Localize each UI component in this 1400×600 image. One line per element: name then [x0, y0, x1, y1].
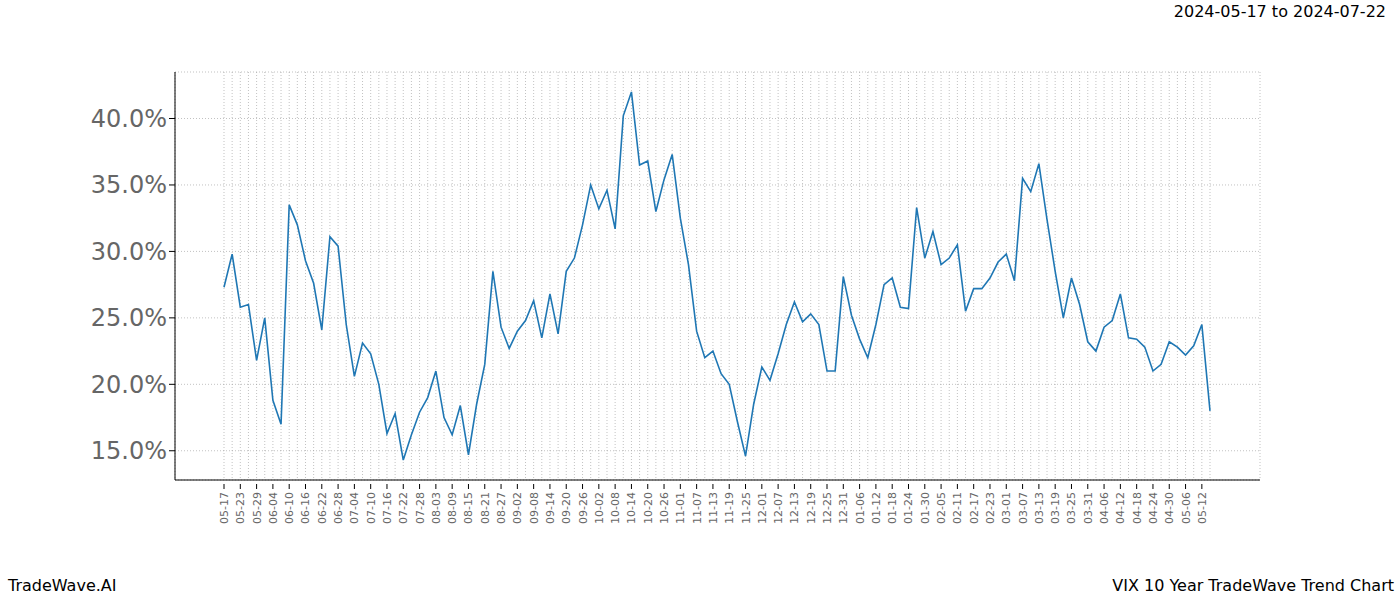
svg-text:02-23: 02-23	[984, 492, 997, 524]
svg-text:03-25: 03-25	[1065, 492, 1078, 524]
svg-text:11-01: 11-01	[674, 492, 687, 524]
svg-text:02-11: 02-11	[951, 492, 964, 524]
svg-text:04-12: 04-12	[1114, 492, 1127, 524]
svg-text:30.0%: 30.0%	[91, 238, 167, 266]
svg-text:10-02: 10-02	[593, 492, 606, 524]
svg-text:12-07: 12-07	[772, 492, 785, 524]
svg-text:04-18: 04-18	[1131, 492, 1144, 524]
svg-text:06-04: 06-04	[267, 492, 280, 524]
svg-text:12-13: 12-13	[788, 492, 801, 524]
svg-text:05-17: 05-17	[218, 492, 231, 524]
svg-text:40.0%: 40.0%	[91, 105, 167, 133]
svg-text:07-16: 07-16	[381, 492, 394, 524]
svg-text:07-28: 07-28	[414, 492, 427, 524]
svg-text:20.0%: 20.0%	[91, 371, 167, 399]
html-text:VIX 10 Year TradeWave Trend Ch: VIX 10 Year TradeWave Trend Chart	[1112, 576, 1394, 595]
svg-text:08-21: 08-21	[479, 492, 492, 524]
svg-text:10-26: 10-26	[658, 492, 671, 524]
svg-text:02-17: 02-17	[968, 492, 981, 524]
svg-text:03-01: 03-01	[1000, 492, 1013, 524]
svg-text:07-10: 07-10	[365, 492, 378, 524]
svg-text:12-01: 12-01	[756, 492, 769, 524]
svg-text:01-30: 01-30	[919, 492, 932, 524]
svg-text:03-13: 03-13	[1033, 492, 1046, 524]
svg-text:07-04: 07-04	[348, 492, 361, 524]
svg-text:04-30: 04-30	[1163, 492, 1176, 524]
svg-text:05-29: 05-29	[251, 492, 264, 524]
svg-text:35.0%: 35.0%	[91, 171, 167, 199]
svg-text:25.0%: 25.0%	[91, 304, 167, 332]
svg-text:12-25: 12-25	[821, 492, 834, 524]
svg-text:02-05: 02-05	[935, 492, 948, 524]
svg-text:01-12: 01-12	[870, 492, 883, 524]
svg-text:08-27: 08-27	[495, 492, 508, 524]
html-text:2024-05-17 to 2024-07-22: 2024-05-17 to 2024-07-22	[1173, 2, 1386, 21]
svg-text:09-02: 09-02	[511, 492, 524, 524]
svg-text:01-24: 01-24	[902, 492, 915, 524]
svg-text:03-07: 03-07	[1017, 492, 1030, 524]
svg-text:06-16: 06-16	[299, 492, 312, 524]
svg-text:10-08: 10-08	[609, 492, 622, 524]
svg-text:04-06: 04-06	[1098, 492, 1111, 524]
svg-text:15.0%: 15.0%	[91, 437, 167, 465]
svg-text:11-07: 11-07	[691, 492, 704, 524]
svg-text:06-10: 06-10	[283, 492, 296, 524]
svg-text:09-08: 09-08	[528, 492, 541, 524]
svg-text:05-06: 05-06	[1180, 492, 1193, 524]
svg-text:12-19: 12-19	[805, 492, 818, 524]
svg-text:11-25: 11-25	[740, 492, 753, 524]
svg-text:08-15: 08-15	[462, 492, 475, 524]
svg-text:03-31: 03-31	[1082, 492, 1095, 524]
svg-text:03-19: 03-19	[1049, 492, 1062, 524]
svg-text:05-23: 05-23	[234, 492, 247, 524]
svg-text:09-20: 09-20	[560, 492, 573, 524]
svg-text:07-22: 07-22	[397, 492, 410, 524]
svg-text:06-28: 06-28	[332, 492, 345, 524]
svg-text:10-14: 10-14	[625, 492, 638, 524]
svg-text:01-06: 01-06	[854, 492, 867, 524]
svg-text:12-31: 12-31	[837, 492, 850, 524]
html-text:TradeWave.AI: TradeWave.AI	[8, 576, 117, 595]
svg-text:09-26: 09-26	[577, 492, 590, 524]
svg-text:01-18: 01-18	[886, 492, 899, 524]
svg-text:11-19: 11-19	[723, 492, 736, 524]
svg-text:06-22: 06-22	[316, 492, 329, 524]
svg-text:05-12: 05-12	[1196, 492, 1209, 524]
svg-text:08-09: 08-09	[446, 492, 459, 524]
svg-text:04-24: 04-24	[1147, 492, 1160, 524]
svg-text:10-20: 10-20	[642, 492, 655, 524]
svg-text:11-13: 11-13	[707, 492, 720, 524]
svg-text:09-14: 09-14	[544, 492, 557, 524]
svg-text:08-03: 08-03	[430, 492, 443, 524]
